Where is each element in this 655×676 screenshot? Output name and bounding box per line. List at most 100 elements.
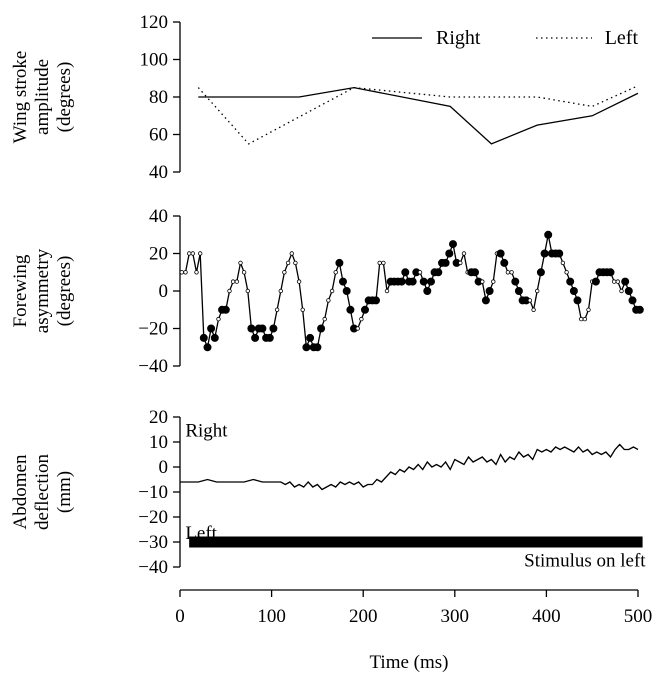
- data-point-open: [417, 270, 423, 275]
- data-point-filled: [317, 324, 326, 333]
- data-point-open: [194, 270, 199, 275]
- y-axis-label: Abdomendeflection(mm): [10, 454, 75, 530]
- data-point-filled: [470, 268, 479, 277]
- data-point-filled: [313, 343, 322, 352]
- data-point-filled: [203, 343, 212, 352]
- data-point-filled: [635, 305, 644, 314]
- data-point-open: [619, 288, 624, 294]
- data-point-open: [285, 260, 291, 266]
- data-point-filled: [419, 277, 428, 286]
- y-axis-label-line: asymmetry: [32, 248, 53, 333]
- data-point-filled: [265, 333, 274, 342]
- data-point-open: [381, 260, 386, 266]
- data-point-open: [282, 270, 287, 275]
- data-point-open: [491, 279, 496, 284]
- y-axis-label: Forewingasymmetry(degrees): [10, 248, 75, 333]
- data-point-open: [197, 251, 203, 256]
- legend-label-left: Left: [605, 27, 639, 49]
- data-point-filled: [269, 324, 278, 333]
- x-tick-label: 300: [441, 606, 470, 627]
- panel-wing-stroke-amplitude: 40 60 80 100 120 Wing strokeamplitude(degrees…: [10, 12, 638, 183]
- data-point-filled: [210, 333, 219, 342]
- legend: Right Left: [372, 27, 638, 49]
- annotation-right: Right: [185, 421, 228, 442]
- data-point-filled: [408, 277, 417, 286]
- y-axis-label-line: (degrees): [54, 62, 75, 133]
- series-line-left: [197, 85, 639, 145]
- x-tick-label: 500: [624, 606, 653, 627]
- y-axis-label-line: (mm): [54, 471, 75, 513]
- data-point-filled: [591, 277, 600, 286]
- data-point-filled: [251, 333, 260, 342]
- data-point-open: [293, 260, 298, 266]
- data-point-filled: [247, 324, 256, 333]
- y-axis-label-line: Wing stroke: [10, 51, 31, 144]
- data-point-open: [458, 260, 463, 266]
- data-point-filled: [342, 286, 351, 295]
- data-point-open: [480, 279, 485, 284]
- data-point-filled: [338, 277, 347, 286]
- data-point-filled: [199, 333, 208, 342]
- data-point-filled: [401, 268, 410, 277]
- data-point-filled: [207, 324, 216, 333]
- data-point-open: [612, 279, 617, 284]
- data-point-filled: [573, 296, 582, 305]
- data-point-open: [615, 279, 620, 284]
- data-point-filled: [335, 258, 344, 267]
- data-point-filled: [302, 343, 311, 352]
- data-point-filled: [514, 286, 523, 295]
- data-point-filled: [448, 240, 457, 249]
- data-point-filled: [500, 258, 509, 267]
- y-tick-label: 40: [149, 206, 168, 227]
- data-point-open: [531, 307, 536, 312]
- y-tick-label: 0: [159, 457, 169, 478]
- y-tick-label: −30: [138, 532, 168, 553]
- y-tick-label: 0: [159, 281, 169, 302]
- y-axis-label-line: Forewing: [10, 254, 31, 327]
- data-point-open: [505, 270, 511, 275]
- data-point-open: [564, 270, 569, 275]
- data-point-open: [216, 316, 221, 322]
- x-axis-label: Time (ms): [369, 652, 448, 673]
- data-point-filled: [434, 268, 443, 277]
- data-point-open: [326, 298, 331, 303]
- data-point-open: [300, 307, 305, 312]
- data-point-filled: [481, 296, 490, 305]
- stimulus-bar: [189, 536, 643, 548]
- data-point-open: [227, 288, 232, 294]
- data-point-open: [245, 288, 250, 294]
- y-tick-label: −40: [138, 557, 168, 578]
- data-point-filled: [258, 324, 267, 333]
- data-point-open: [355, 326, 360, 331]
- y-axis-label-line: deflection: [32, 454, 53, 530]
- data-point-open: [527, 298, 533, 303]
- data-point-filled: [606, 268, 615, 277]
- data-point-open: [377, 260, 382, 266]
- data-point-open: [183, 270, 188, 275]
- y-axis-label-line: (degrees): [54, 256, 75, 327]
- y-tick-label: 120: [140, 12, 169, 33]
- data-point-open: [186, 251, 192, 256]
- x-tick-label: 200: [349, 606, 378, 627]
- y-tick-label: 20: [149, 407, 168, 428]
- x-axis: 0 100 200 300 400 500 Time (ms): [175, 589, 653, 673]
- data-point-filled: [485, 286, 494, 295]
- data-point-open: [289, 251, 294, 256]
- legend-label-right: Right: [436, 27, 481, 49]
- y-tick-label: 40: [149, 162, 168, 183]
- data-point-filled: [628, 296, 637, 305]
- x-tick-label: 0: [175, 606, 185, 627]
- y-axis-label-line: Abdomen: [10, 454, 31, 529]
- series-line-right: [198, 86, 639, 145]
- data-point-filled: [360, 305, 369, 314]
- y-tick-label: −40: [138, 356, 168, 377]
- data-point-filled: [544, 230, 553, 239]
- data-point-filled: [426, 277, 435, 286]
- y-tick-label: 10: [149, 432, 168, 453]
- data-point-open: [238, 260, 243, 266]
- data-point-open: [278, 288, 283, 294]
- data-point-open: [384, 288, 390, 294]
- y-tick-label: 100: [140, 50, 169, 71]
- data-point-filled: [624, 286, 633, 295]
